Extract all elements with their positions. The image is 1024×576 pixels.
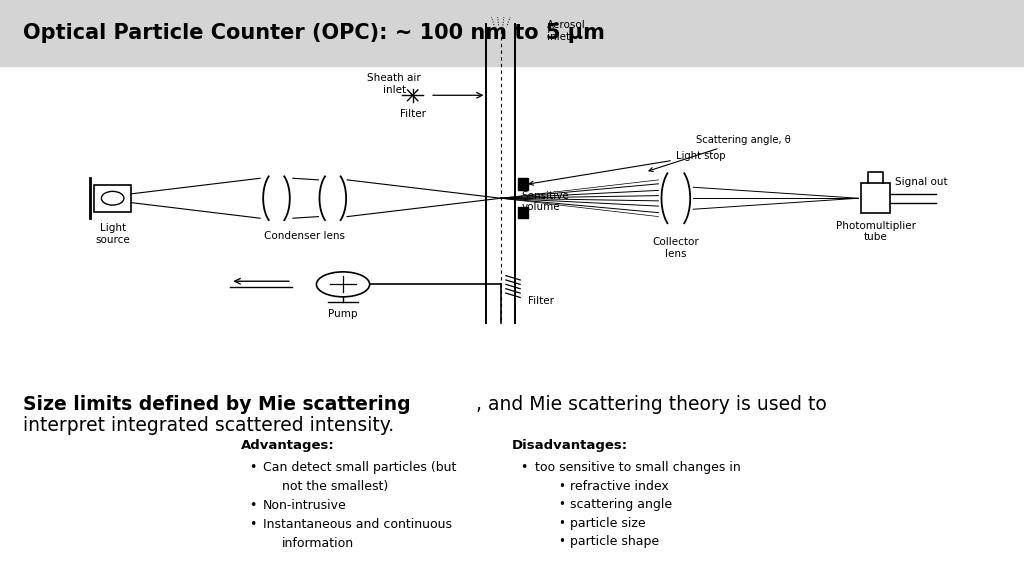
Text: Photomultiplier
tube: Photomultiplier tube (836, 221, 915, 242)
Text: particle size: particle size (570, 517, 646, 530)
Text: •: • (249, 499, 256, 512)
Text: Optical Particle Counter (OPC): ~ 100 nm to 5 μm: Optical Particle Counter (OPC): ~ 100 nm… (23, 23, 604, 43)
Text: Signal out: Signal out (895, 177, 947, 187)
FancyBboxPatch shape (94, 184, 131, 212)
Text: •: • (558, 480, 565, 493)
Text: Sensitive
volume: Sensitive volume (521, 191, 569, 212)
Text: Scattering angle, θ: Scattering angle, θ (649, 135, 792, 172)
Text: •: • (520, 461, 527, 474)
Text: Sheath air
inlet: Sheath air inlet (368, 74, 421, 95)
Text: •: • (249, 518, 256, 531)
FancyBboxPatch shape (861, 183, 890, 213)
Text: Non-intrusive: Non-intrusive (263, 499, 347, 512)
Text: refractive index: refractive index (570, 480, 669, 493)
Text: •: • (558, 535, 565, 548)
Text: Light
source: Light source (95, 223, 130, 245)
Text: Light stop: Light stop (529, 151, 725, 185)
Text: , and Mie scattering theory is used to: , and Mie scattering theory is used to (476, 395, 827, 414)
Text: Disadvantages:: Disadvantages: (512, 439, 628, 452)
Text: Filter: Filter (399, 109, 426, 119)
Ellipse shape (316, 272, 370, 297)
Text: Condenser lens: Condenser lens (264, 230, 345, 241)
Text: not the smallest): not the smallest) (282, 480, 388, 493)
Text: Instantaneous and continuous: Instantaneous and continuous (263, 518, 453, 531)
Text: Pump: Pump (329, 309, 357, 319)
Text: too sensitive to small changes in: too sensitive to small changes in (535, 461, 740, 474)
Text: particle shape: particle shape (570, 535, 659, 548)
Text: Filter: Filter (528, 295, 554, 306)
Text: information: information (282, 537, 353, 550)
Text: Collector
lens: Collector lens (652, 237, 699, 259)
Text: •: • (558, 517, 565, 530)
Text: interpret integrated scattered intensity.: interpret integrated scattered intensity… (23, 416, 393, 435)
Text: Can detect small particles (but: Can detect small particles (but (263, 461, 457, 474)
Text: •: • (558, 498, 565, 511)
Text: •: • (249, 461, 256, 474)
Text: scattering angle: scattering angle (570, 498, 673, 511)
Text: Advantages:: Advantages: (241, 439, 335, 452)
Text: Size limits defined by Mie scattering: Size limits defined by Mie scattering (23, 395, 411, 414)
Text: Aerosol
inlet: Aerosol inlet (547, 20, 586, 42)
